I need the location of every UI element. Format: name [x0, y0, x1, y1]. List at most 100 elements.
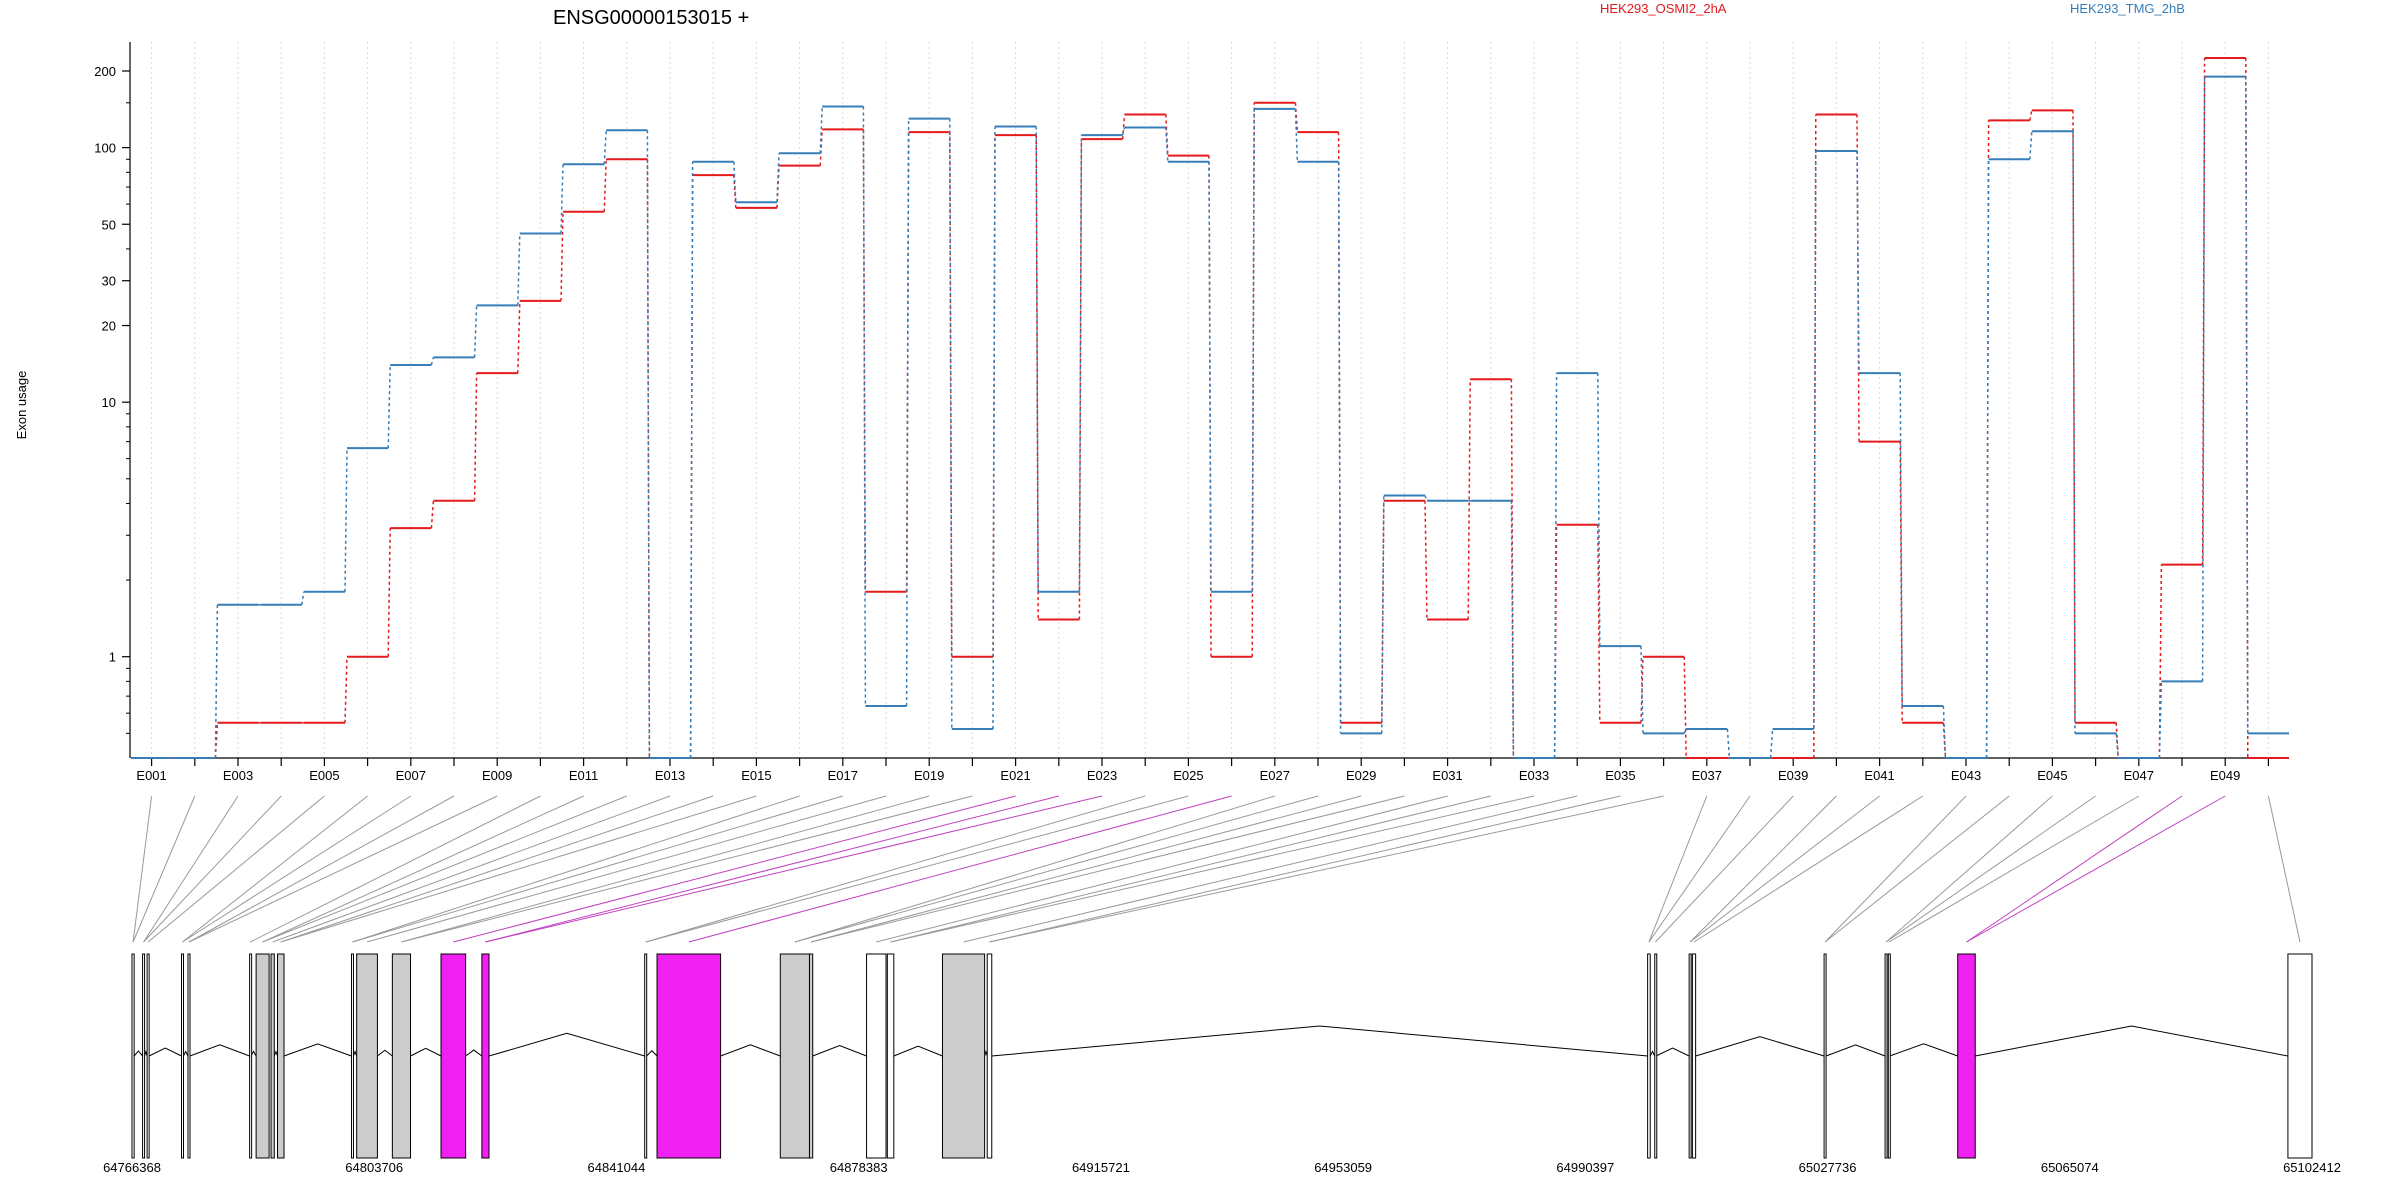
x-tick-label: E003 — [223, 768, 253, 783]
series-connector — [1942, 722, 1947, 759]
exon-link-line — [182, 795, 368, 943]
intron-line — [1655, 1047, 1690, 1057]
gene-exon-box — [1654, 953, 1658, 1159]
gene-exon-box — [187, 953, 191, 1159]
gene-exon-box — [356, 953, 378, 1159]
x-tick-label: E011 — [569, 768, 598, 783]
x-tick-label: E043 — [1951, 768, 1981, 783]
x-tick-label: E047 — [2124, 768, 2154, 783]
y-tick-label: 20 — [102, 319, 116, 334]
series-connector — [1467, 379, 1471, 620]
exon-link-line — [143, 795, 282, 943]
series-connector — [344, 448, 348, 592]
series-connector — [1942, 706, 1947, 759]
intron-line — [183, 1050, 189, 1057]
exon-link-line — [182, 795, 412, 943]
exon-link-line — [1689, 795, 1837, 943]
genomic-coordinate-label: 64990397 — [1556, 1160, 1614, 1175]
x-tick-label: E019 — [914, 768, 944, 783]
x-tick-label: E027 — [1260, 768, 1290, 783]
series-connector — [603, 130, 607, 165]
x-tick-label: E013 — [655, 768, 685, 783]
intron-line — [1975, 1025, 2289, 1057]
series-connector — [1251, 108, 1255, 592]
x-tick-label: E049 — [2210, 768, 2240, 783]
exon-link-line — [890, 795, 1491, 943]
series-connector — [214, 722, 219, 759]
intron-line — [1889, 1043, 1958, 1057]
series-connector — [2072, 110, 2076, 723]
gene-exon-box — [270, 953, 275, 1159]
exon-link-line — [645, 795, 1189, 943]
gene-exon-box — [1957, 953, 1976, 1159]
exon-link-line — [132, 795, 153, 943]
x-tick-label: E021 — [1000, 768, 1030, 783]
x-tick-label: E039 — [1778, 768, 1808, 783]
series-connector — [603, 159, 607, 212]
y-tick-label: 50 — [102, 217, 116, 232]
exon-link-lines — [132, 795, 2301, 943]
series-connector — [2201, 76, 2206, 682]
gene-exon-box — [1691, 953, 1697, 1159]
series-connector — [1813, 114, 1817, 759]
genomic-coordinate-label: 64766368 — [103, 1160, 161, 1175]
y-tick-label: 100 — [94, 141, 116, 156]
exon-link-line — [794, 795, 1275, 943]
exon-link-line — [1824, 795, 2010, 943]
exon-link-line — [188, 795, 455, 943]
series-connector — [1640, 656, 1644, 723]
exon-link-line — [250, 795, 541, 943]
exon-link-line — [453, 795, 1016, 943]
y-tick-label: 200 — [94, 64, 116, 79]
series-connector — [733, 161, 737, 203]
x-tick-label: E031 — [1432, 768, 1462, 783]
series-connector — [473, 373, 478, 501]
exon-link-line — [963, 795, 1578, 943]
exon-link-line — [1655, 795, 1794, 943]
series-connector — [646, 130, 651, 759]
gene-exon-box — [808, 953, 814, 1159]
intron-line — [1825, 1044, 1886, 1057]
x-tick-label: E029 — [1346, 768, 1376, 783]
intron-line — [1695, 1036, 1825, 1057]
series-connector — [387, 364, 391, 449]
gene-exon-box — [350, 953, 354, 1159]
exon-link-line — [280, 795, 757, 943]
y-tick-label: 30 — [102, 274, 116, 289]
gene-exon-box — [146, 953, 150, 1159]
series-connector — [862, 106, 867, 707]
gene-exon-box — [277, 953, 285, 1159]
genomic-coordinate-label: 64841044 — [588, 1160, 646, 1175]
gene-model — [131, 953, 2313, 1159]
exon-link-line — [1648, 795, 1708, 943]
series-connector — [473, 305, 478, 358]
exon-link-line — [1966, 795, 2226, 943]
exon-link-line — [147, 795, 325, 943]
intron-line — [273, 1050, 278, 1057]
gene-exon-box — [656, 953, 722, 1159]
genomic-coordinate-label: 64953059 — [1314, 1160, 1372, 1175]
exon-link-line — [188, 795, 498, 943]
series-connector — [992, 126, 996, 729]
genomic-coordinate-label: 65027736 — [1799, 1160, 1857, 1175]
exon-link-line — [352, 795, 800, 943]
exon-link-line — [1824, 795, 1967, 943]
exon-link-line — [1689, 795, 1880, 943]
intron-line — [377, 1049, 393, 1057]
gene-exon-box — [249, 953, 253, 1159]
exon-link-line — [485, 795, 1103, 943]
gene-exon-box — [1887, 953, 1891, 1159]
exon-link-line — [645, 795, 1146, 943]
genomic-coordinate-label: 65102412 — [2283, 1160, 2341, 1175]
gene-exon-box — [644, 953, 648, 1159]
exon-link-line — [810, 795, 1405, 943]
series-connector — [214, 604, 219, 759]
gene-exon-box — [255, 953, 270, 1159]
exon-link-line — [1888, 795, 2140, 943]
series-connector — [949, 118, 953, 729]
series-connector — [1208, 161, 1212, 592]
series-connector — [1424, 500, 1428, 620]
gene-exon-box — [2287, 953, 2313, 1159]
exon-link-line — [352, 795, 843, 943]
